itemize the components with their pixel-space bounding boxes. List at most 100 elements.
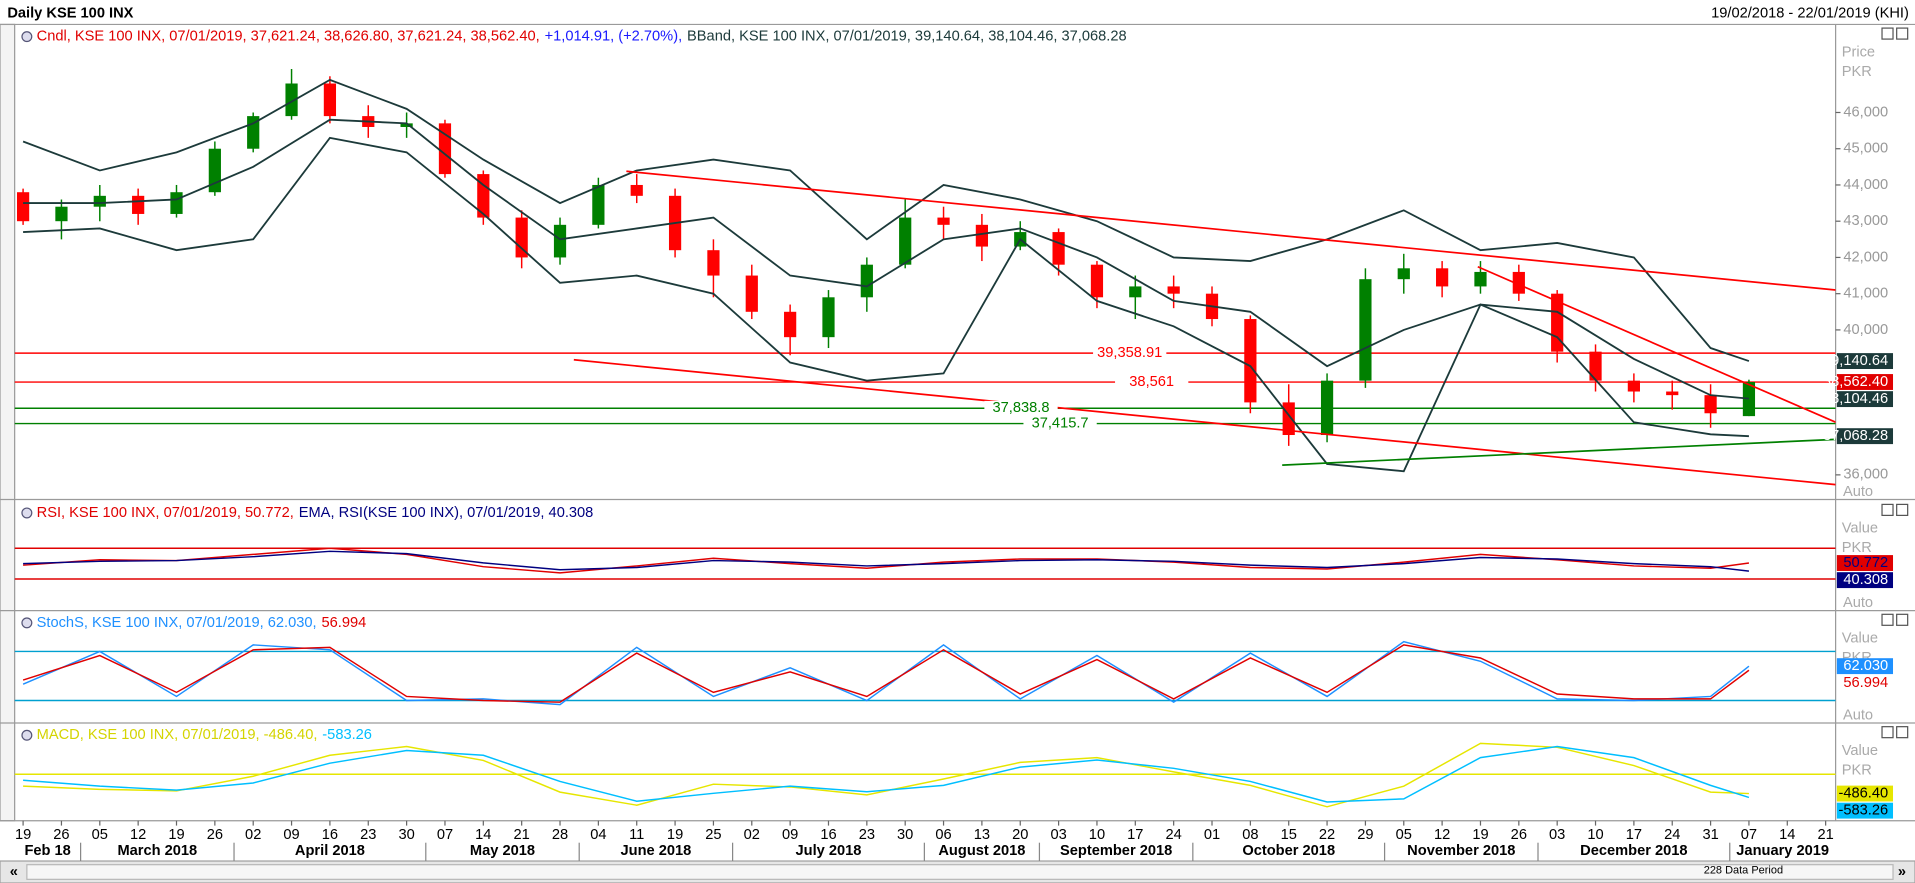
x-tick-label: 19 [667,827,683,843]
candle-body [1397,268,1410,280]
candle-body [630,184,643,196]
legend-entry: Cndl, KSE 100 INX, 07/01/2019, 37,621.24… [37,29,540,45]
last-value-box [1836,353,1894,369]
last-value-box [1836,374,1894,390]
bollinger-band [23,118,1750,400]
y-tick-label: 45,000 [1843,141,1888,157]
legend-icon [21,31,33,43]
minimize-button[interactable] [1881,27,1894,40]
last-value-label: 37,068.28 [1823,428,1888,444]
x-tick-label: 15 [1281,827,1297,843]
plot-area: 39,358.91 38,561 37,838.837,415.7 [14,68,1836,486]
last-value-box [1836,555,1894,571]
x-tick-label: 04 [590,827,606,843]
y-tick-label: 36,000 [1843,467,1888,483]
x-tick-label: 07 [437,827,453,843]
level-label-bg [1093,345,1167,361]
y-tick-label: 43,000 [1843,213,1888,229]
candle-body [477,174,490,218]
scroll-thumb[interactable] [26,864,1894,880]
x-tick-label: 31 [1702,827,1718,843]
y-tick-label: 40,000 [1843,322,1888,338]
candle-body [1742,382,1756,417]
level-label-bg [984,400,1058,416]
candle-body [1167,286,1180,294]
last-value-label: -486.40 [1838,785,1888,801]
axis-title: Value [1842,743,1878,759]
candle-body [1666,391,1679,396]
auto-label: Auto [1843,595,1873,611]
legend: MACD, KSE 100 INX, 07/01/2019, -486.40, -… [37,727,372,743]
minimize-button[interactable] [1881,726,1894,739]
x-tick-label: 29 [1357,827,1373,843]
x-tick-label: 16 [322,827,338,843]
level-label: 39,358.91 [1097,345,1162,361]
legend-icon [21,617,33,629]
last-value-box [1836,658,1894,675]
last-value-label: 50.772 [1843,555,1888,571]
candle-body [1129,286,1142,298]
indicator-line [23,550,1750,572]
last-value-label: -583.26 [1838,803,1888,819]
close-button[interactable] [1896,613,1909,626]
month-label: June 2018 [620,843,691,859]
last-value-label: 62.030 [1843,658,1888,674]
candle-body [592,184,605,225]
last-value-box [1836,428,1894,445]
auto-label: Auto [1843,484,1873,500]
bollinger-band [22,78,1750,362]
close-button[interactable] [1896,726,1909,739]
close-button[interactable] [1896,27,1909,40]
candle-body [1244,319,1257,403]
close-button[interactable] [1896,503,1909,516]
last-value-box [1836,675,1894,692]
trend-line [1477,265,1836,423]
last-value-box [1836,802,1894,819]
legend: RSI, KSE 100 INX, 07/01/2019, 50.772, EMA… [37,505,594,521]
candle-body [860,264,873,298]
candle-body [1551,293,1564,352]
axis-title: PKR [1842,763,1872,779]
minimize-button[interactable] [1881,503,1894,516]
axis-title: PKR [1842,64,1872,80]
x-tick-label: 05 [1396,827,1412,843]
legend: StochS, KSE 100 INX, 07/01/2019, 62.030,… [37,615,367,631]
last-value-label: 38,562.40 [1823,374,1888,390]
x-tick-label: 03 [1549,827,1565,843]
y-tick-label: 42,000 [1843,249,1888,265]
legend-icon [21,729,33,741]
x-tick-label: 26 [1511,827,1527,843]
minimize-button[interactable] [1881,613,1894,626]
x-tick-label: 26 [207,827,223,843]
x-tick-label: 13 [974,827,990,843]
x-tick-label: 03 [1050,827,1066,843]
scroll-left[interactable]: « [10,864,18,880]
scroll-right[interactable]: » [1898,864,1906,880]
legend-entry: EMA, RSI(KSE 100 INX), 07/01/2019, 40.30… [299,505,594,521]
x-tick-label: 20 [1012,827,1028,843]
trend-line [573,358,1836,486]
candle-body [1512,271,1525,294]
left-strip [0,23,16,822]
legend-entry: -583.26 [322,727,372,743]
last-value-box [1836,785,1894,802]
level-label: 38,561 [1129,374,1174,390]
x-tick-label: 12 [130,827,146,843]
legend-entry: MACD, KSE 100 INX, 07/01/2019, -486.40, [37,727,318,743]
candle-body [784,311,797,338]
x-tick-label: 26 [53,827,69,843]
month-label: October 2018 [1242,843,1335,859]
indicator-line [23,745,1750,803]
candle-body [400,123,413,127]
candle-body [170,192,183,214]
x-tick-label: 30 [398,827,414,843]
last-value-label: 38,104.46 [1823,391,1888,407]
x-tick-label: 16 [820,827,836,843]
candle-body [323,83,337,117]
level-label: 37,838.8 [993,400,1050,416]
candle-body [1052,232,1065,265]
plot-area [14,640,1836,706]
x-tick-label: 17 [1626,827,1642,843]
candle-body [822,297,835,338]
